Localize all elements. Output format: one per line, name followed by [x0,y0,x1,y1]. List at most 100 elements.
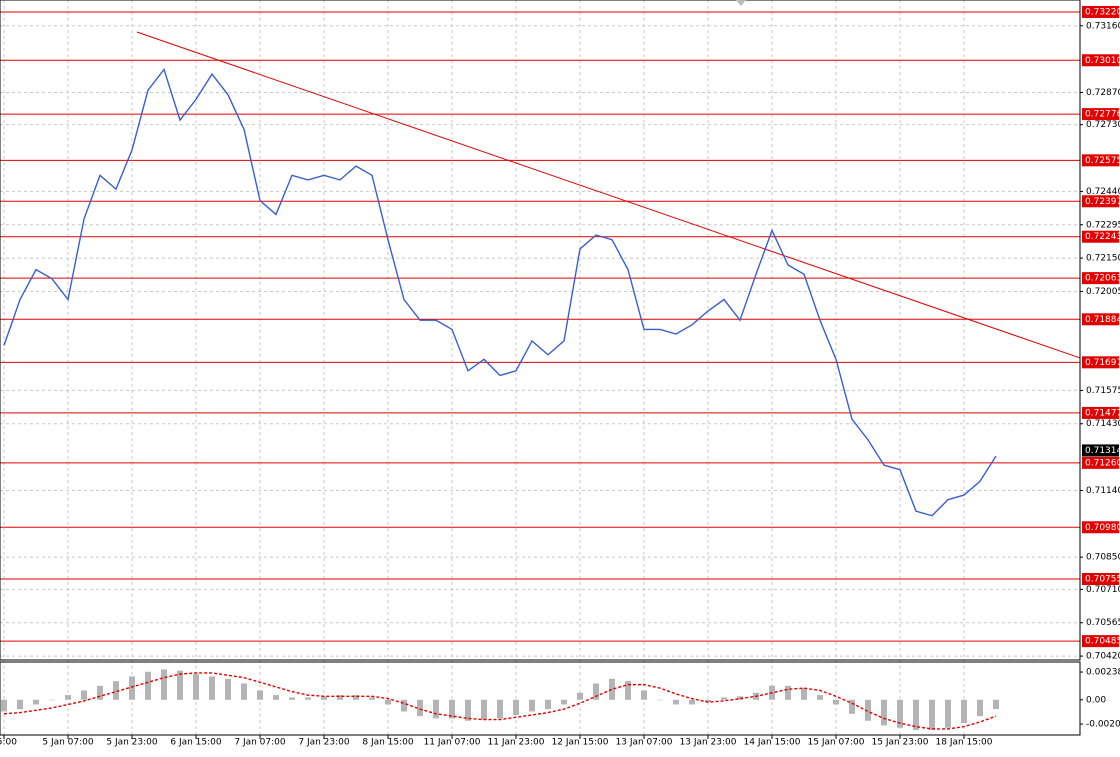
shift-marker [736,0,746,6]
y-tick-label: 0.00 [1086,695,1106,705]
level-label-box [1082,635,1119,648]
level-label: 0.71697 [1085,358,1120,368]
oscillator-bar [785,685,791,700]
oscillator-bar [529,699,535,712]
y-tick-label: 0.71575 [1086,386,1120,396]
x-tick-label: 11 Jan 23:00 [488,738,545,748]
oscillator-bar [449,699,455,719]
x-tick-label: 12 Jan 15:00 [552,738,609,748]
x-tick-label: 8 Jan 15:00 [362,738,414,748]
oscillator-bar [657,699,663,701]
level-label-box [1082,356,1119,369]
oscillator-bar [961,699,967,724]
level-label-box [1082,521,1119,534]
oscillator-bar [577,692,583,700]
y-tick-label: 0.72730 [1086,120,1120,130]
oscillator-bar [737,696,743,700]
x-tick-label: 15 Jan 23:00 [872,738,929,748]
oscillator-bar [433,699,439,719]
oscillator-bar [161,669,167,700]
oscillator-bar [545,699,551,710]
level-label: 0.71260 [1085,458,1120,468]
level-label-box [1082,230,1119,243]
oscillator-bar [305,697,311,700]
oscillator-bar [49,699,55,701]
oscillator-bar [897,699,903,728]
oscillator-bar [497,699,503,719]
level-label: 0.70755 [1085,575,1120,585]
oscillator-bar [641,690,647,700]
oscillator-bar [593,683,599,700]
oscillator-frame [0,661,1081,736]
oscillator-bar [865,699,871,721]
y-tick-label: -0.00208 [1086,720,1120,730]
current-price-box [1082,444,1119,457]
oscillator-bar [849,699,855,714]
oscillator-bar [209,676,215,700]
level-label: 0.72243 [1085,232,1120,242]
oscillator-bar [401,699,407,712]
level-label: 0.72397 [1085,197,1120,207]
x-tick-label: 5 Jan 23:00 [106,738,158,748]
oscillator-bar [609,678,615,700]
level-label: 0.73220 [1085,7,1120,17]
oscillator-bar [321,696,327,700]
oscillator-bar [33,699,39,705]
y-tick-label: 0.71430 [1086,419,1120,429]
oscillator-bar [273,695,279,700]
oscillator-bar [513,699,519,715]
oscillator-bar [913,699,919,731]
oscillator-bar [833,699,839,705]
level-label-box [1082,195,1119,208]
x-tick-label: 6 Jan 15:00 [170,738,222,748]
oscillator-bar [113,681,119,700]
oscillator-bar [97,685,103,700]
x-tick-label: 14 Jan 15:00 [744,738,801,748]
oscillator-bar [385,699,391,705]
oscillator-bar [705,699,711,703]
x-tick-label: 15 Jan 07:00 [808,738,865,748]
oscillator-bar [801,688,807,700]
oscillator-bar [353,695,359,700]
y-tick-label: 0.72870 [1086,88,1120,98]
oscillator-bar [1,699,7,712]
level-label-box [1082,406,1119,419]
level-label-box [1082,573,1119,586]
oscillator-bar [65,695,71,700]
oscillator-bar [241,683,247,700]
level-label: 0.70980 [1085,523,1120,533]
x-tick-label: 13 Jan 07:00 [616,738,673,748]
oscillator-bar [177,670,183,700]
oscillator-bar [337,695,343,700]
y-tick-label: 0.73160 [1086,21,1120,31]
y-tick-label: 0.72440 [1086,187,1120,197]
level-label-box [1082,5,1119,18]
oscillator-bar [977,699,983,717]
level-label-box [1082,54,1119,67]
y-tick-label: 0.72295 [1086,220,1120,230]
level-label-box [1082,313,1119,326]
x-tick-label: 11 Jan 07:00 [424,738,481,748]
oscillator-bar [17,699,23,710]
y-tick-label: 0.70565 [1086,618,1120,628]
oscillator-bar [625,681,631,700]
oscillator-bar [721,697,727,700]
y-tick-label: 0.70420 [1086,652,1120,662]
level-label-box [1082,108,1119,121]
oscillator-bar [993,699,999,710]
level-label: 0.72575 [1085,156,1120,166]
level-label: 0.71477 [1085,408,1120,418]
oscillator-bar [881,699,887,726]
oscillator-bar [481,699,487,720]
oscillator-bar [129,676,135,700]
level-label: 0.73010 [1085,56,1120,66]
x-tick-label: 18 Jan 15:00 [936,738,993,748]
level-label-box [1082,154,1119,167]
oscillator-bar [689,699,695,705]
oscillator-bar [465,699,471,721]
x-tick-label: 15:00 [0,738,17,748]
y-tick-label: 0.70710 [1086,585,1120,595]
signal-line [3,672,997,730]
